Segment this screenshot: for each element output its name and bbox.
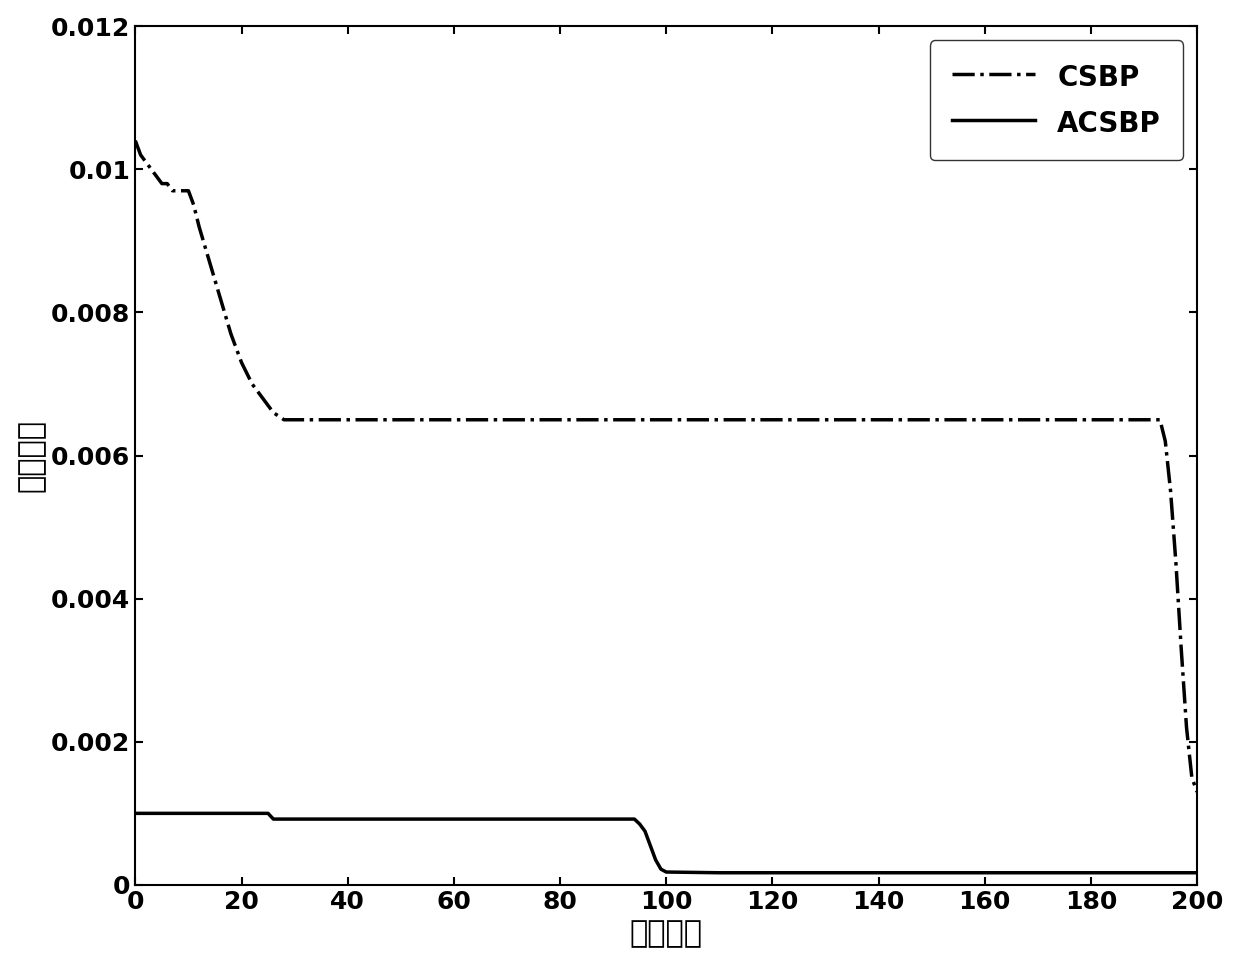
Y-axis label: 训练误差: 训练误差: [16, 419, 46, 492]
CSBP: [170, 185, 185, 197]
ACSBP: [133, 808, 148, 819]
CSBP: [1168, 557, 1183, 568]
ACSBP: [579, 813, 594, 825]
CSBP: [202, 257, 217, 268]
CSBP: [128, 135, 143, 147]
ACSBP: [642, 840, 657, 851]
ACSBP: [765, 867, 780, 878]
CSBP: [155, 178, 170, 189]
CSBP: [1174, 643, 1189, 654]
ACSBP: [446, 813, 461, 825]
CSBP: [234, 357, 249, 369]
CSBP: [1184, 772, 1199, 784]
CSBP: [160, 178, 175, 189]
CSBP: [139, 156, 154, 168]
CSBP: [181, 185, 196, 197]
ACSBP: [155, 808, 170, 819]
ACSBP: [637, 825, 652, 837]
ACSBP: [658, 867, 673, 878]
Line: ACSBP: ACSBP: [135, 813, 1197, 872]
CSBP: [149, 171, 164, 182]
CSBP: [176, 185, 191, 197]
ACSBP: [207, 808, 222, 819]
CSBP: [288, 414, 303, 426]
ACSBP: [632, 818, 647, 830]
CSBP: [1147, 414, 1162, 426]
ACSBP: [553, 813, 568, 825]
ACSBP: [340, 813, 355, 825]
CSBP: [244, 378, 259, 390]
CSBP: [1084, 414, 1099, 426]
CSBP: [924, 414, 939, 426]
ACSBP: [653, 864, 668, 875]
ACSBP: [924, 867, 939, 878]
ACSBP: [181, 808, 196, 819]
CSBP: [277, 414, 291, 426]
CSBP: [1152, 414, 1167, 426]
ACSBP: [288, 813, 303, 825]
ACSBP: [712, 867, 727, 878]
CSBP: [255, 393, 270, 404]
ACSBP: [234, 808, 249, 819]
ACSBP: [649, 854, 663, 866]
CSBP: [186, 200, 201, 211]
Line: CSBP: CSBP: [135, 141, 1197, 792]
CSBP: [144, 163, 159, 175]
CSBP: [265, 407, 280, 419]
CSBP: [223, 328, 238, 340]
CSBP: [213, 292, 228, 304]
ACSBP: [128, 808, 143, 819]
CSBP: [165, 185, 180, 197]
ACSBP: [1084, 867, 1099, 878]
CSBP: [1179, 722, 1194, 733]
CSBP: [446, 414, 461, 426]
ACSBP: [265, 813, 280, 825]
ACSBP: [605, 813, 620, 825]
CSBP: [765, 414, 780, 426]
ACSBP: [500, 813, 515, 825]
CSBP: [133, 150, 148, 161]
ACSBP: [1189, 867, 1204, 878]
CSBP: [1158, 435, 1173, 447]
CSBP: [1137, 414, 1152, 426]
ACSBP: [627, 813, 642, 825]
X-axis label: 迭代次数: 迭代次数: [630, 920, 703, 949]
Legend: CSBP, ACSBP: CSBP, ACSBP: [930, 41, 1183, 160]
ACSBP: [393, 813, 408, 825]
ACSBP: [260, 808, 275, 819]
CSBP: [605, 414, 620, 426]
CSBP: [1163, 485, 1178, 497]
CSBP: [192, 221, 207, 233]
CSBP: [1189, 786, 1204, 798]
